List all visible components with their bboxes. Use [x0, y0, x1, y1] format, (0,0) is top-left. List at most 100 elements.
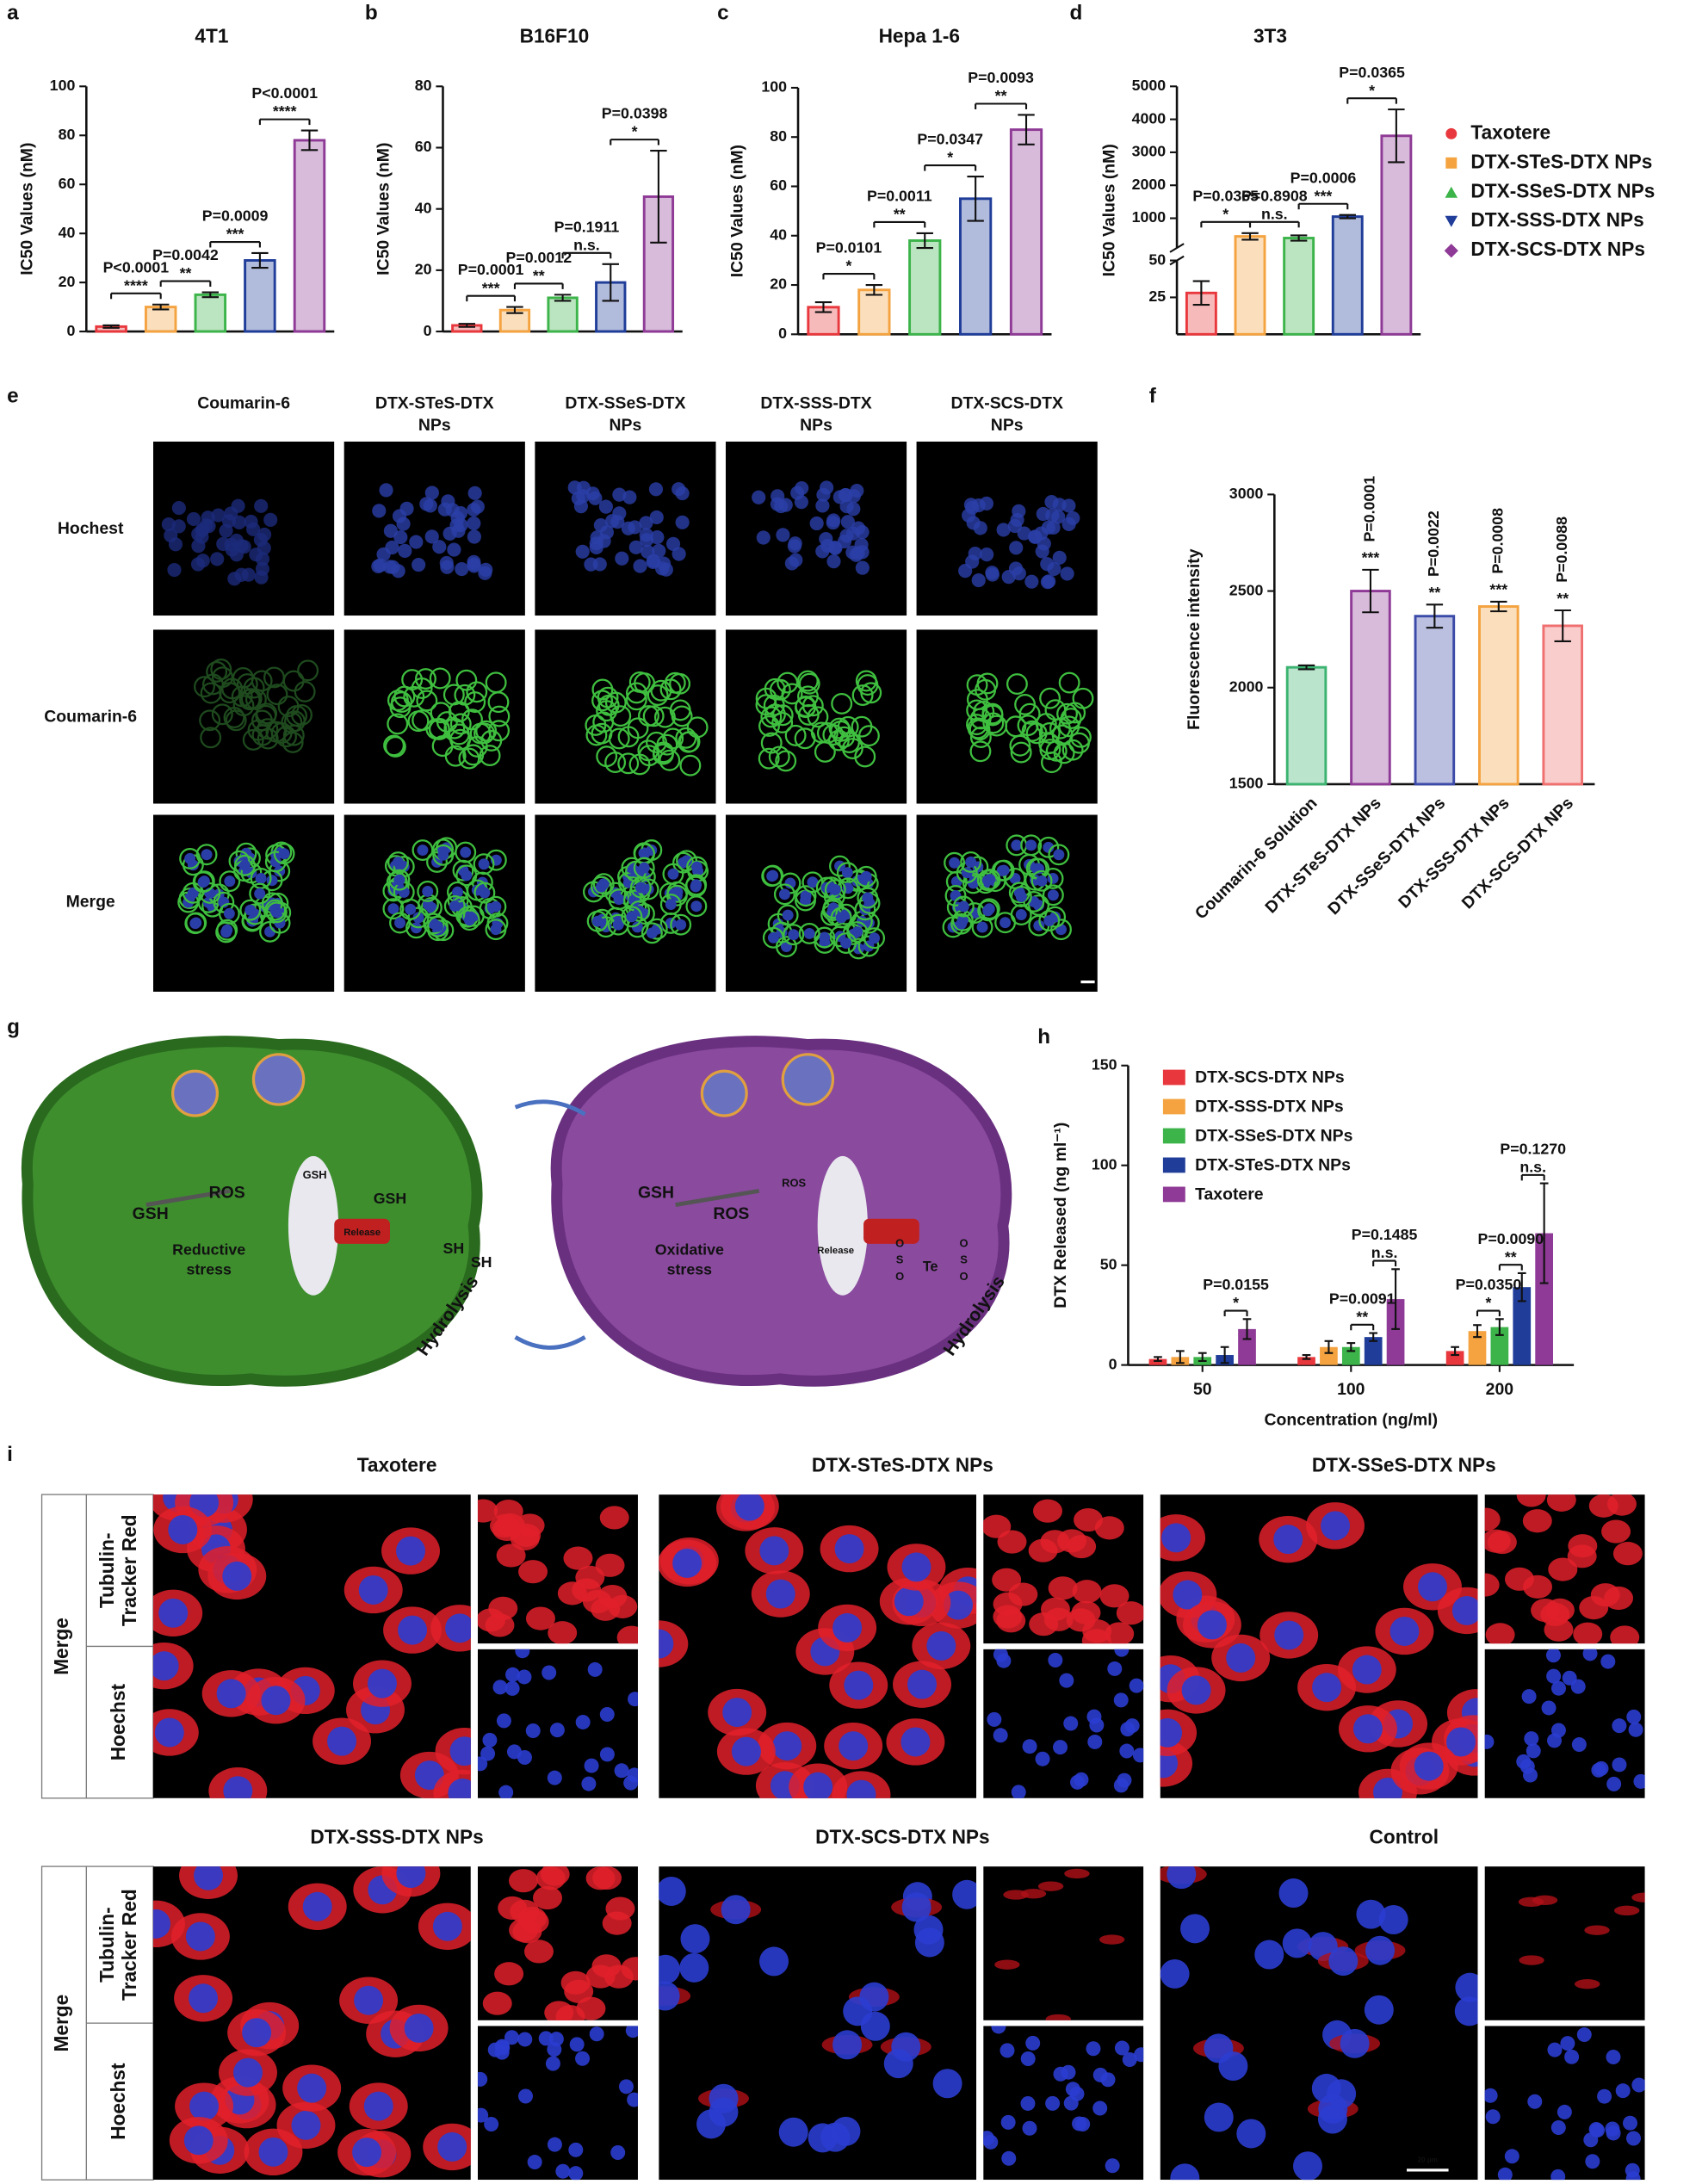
micrograph — [1484, 2026, 1645, 2181]
cell — [797, 685, 819, 708]
nucleus — [1087, 1734, 1103, 1749]
cell — [977, 900, 1000, 922]
significance: *** — [1489, 581, 1507, 598]
nucleus — [498, 1785, 514, 1798]
nucleus — [393, 857, 404, 869]
y-tick-label: 100 — [50, 77, 76, 94]
nucleus — [187, 887, 199, 899]
nucleus — [778, 888, 790, 900]
nucleus — [659, 1954, 680, 1984]
nucleus — [1633, 1773, 1645, 1789]
significance: ** — [180, 264, 192, 282]
cell — [455, 841, 477, 863]
nucleus — [971, 498, 986, 513]
micrograph — [152, 441, 335, 616]
cell — [835, 932, 857, 955]
cell — [1484, 1529, 1511, 1553]
cell — [1606, 1494, 1637, 1516]
cell — [403, 685, 425, 708]
label: ROS — [782, 1177, 806, 1190]
cell — [1484, 1573, 1500, 1597]
nucleus — [621, 521, 635, 535]
chart-title: Hepa 1-6 — [879, 25, 960, 47]
nucleus — [517, 2088, 533, 2104]
nucleus — [467, 554, 481, 569]
nucleus — [648, 482, 664, 497]
nucleus — [628, 1692, 638, 1707]
cell — [617, 752, 640, 775]
cell — [831, 692, 853, 715]
nucleus — [627, 1767, 638, 1783]
nucleus — [1074, 1772, 1089, 1787]
side-label: Tracker Red — [118, 1514, 140, 1626]
p-value: P=0.0009 — [202, 207, 269, 225]
nucleus — [800, 890, 812, 902]
nucleus — [460, 846, 472, 858]
nucleus — [1282, 1928, 1312, 1958]
cell — [417, 880, 439, 902]
label: Oxidative — [655, 1241, 724, 1259]
label: stress — [667, 1260, 713, 1278]
cell — [264, 851, 287, 873]
panel-title: Taxotere — [357, 1454, 437, 1476]
nucleus — [1007, 518, 1022, 534]
cell — [764, 703, 786, 726]
cell — [264, 899, 287, 921]
nucleus — [449, 900, 461, 912]
nucleus — [778, 2117, 808, 2147]
nucleus — [1170, 2163, 1200, 2181]
nucleus — [443, 526, 457, 541]
cell — [585, 724, 608, 746]
cell — [1072, 1580, 1102, 1604]
cell — [771, 704, 794, 727]
cell — [1573, 1622, 1603, 1644]
bar — [194, 293, 227, 333]
cell — [1072, 687, 1094, 709]
cell — [857, 887, 879, 909]
bar — [1513, 1287, 1532, 1365]
chart-title: B16F10 — [520, 25, 590, 47]
cell — [199, 709, 221, 732]
nucleus — [599, 1747, 615, 1762]
nucleus — [224, 506, 238, 521]
nucleus — [168, 1514, 198, 1544]
nucleus — [372, 504, 387, 518]
cell — [659, 894, 682, 916]
nucleus — [224, 537, 238, 552]
nucleus — [1000, 917, 1012, 929]
nucleus — [1547, 2042, 1563, 2057]
y-tick-label: 3000 — [1132, 143, 1167, 160]
cell — [1010, 904, 1032, 925]
micrograph — [725, 441, 907, 616]
cell — [200, 682, 222, 704]
p-value: P=0.1270 — [1500, 1140, 1566, 1157]
micrograph — [1160, 1494, 1478, 1798]
cell — [485, 1613, 515, 1637]
legend-label: DTX-SSeS-DTX NPs — [1470, 179, 1655, 201]
cell — [1033, 1499, 1062, 1523]
nucleus — [794, 495, 808, 510]
nucleus — [1086, 2041, 1101, 2057]
cell — [810, 721, 832, 744]
bar — [1234, 235, 1266, 336]
marker — [1445, 157, 1458, 169]
cell-body — [21, 1036, 483, 1387]
micrograph — [983, 1494, 1144, 1644]
significance: ** — [1505, 1248, 1517, 1265]
cell — [426, 915, 449, 937]
bar — [1341, 1346, 1360, 1365]
cell — [676, 850, 697, 872]
nucleus — [1114, 2040, 1130, 2056]
cell — [239, 899, 262, 921]
cell — [678, 731, 701, 753]
nucleus — [327, 1726, 357, 1756]
nucleus — [844, 1670, 874, 1700]
nucleus — [957, 900, 969, 913]
cell — [423, 913, 445, 935]
nucleus — [1045, 508, 1060, 523]
cell — [595, 1553, 625, 1577]
micrograph — [725, 629, 907, 804]
nucleus — [589, 2026, 604, 2042]
y-tick-label: 25 — [1148, 288, 1166, 305]
cell — [485, 671, 507, 694]
